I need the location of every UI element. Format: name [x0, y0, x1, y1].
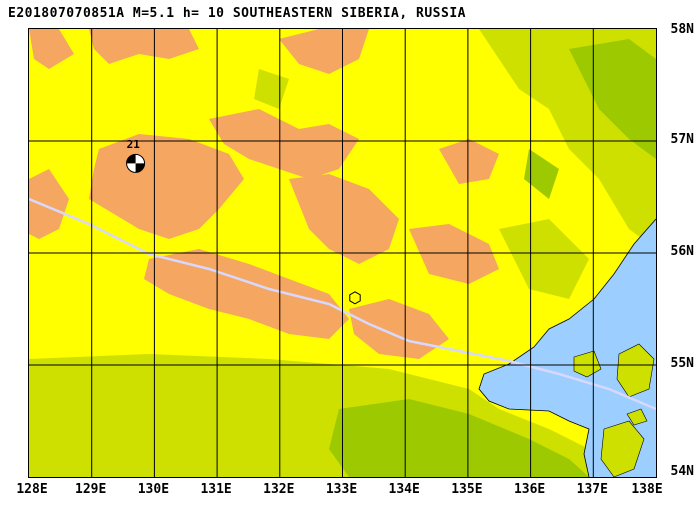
- map-title: E201807070851A M=5.1 h= 10 SOUTHEASTERN …: [8, 6, 466, 21]
- latitude-tick-label: 57N: [670, 132, 694, 147]
- longitude-tick-label: 135E: [451, 482, 483, 497]
- longitude-tick-label: 129E: [75, 482, 107, 497]
- longitude-tick-label: 132E: [263, 482, 295, 497]
- longitude-tick-label: 131E: [200, 482, 232, 497]
- river-valley-areas: [329, 39, 656, 477]
- sea-of-okhotsk: [479, 219, 656, 477]
- shantar-islands: [573, 343, 655, 477]
- relief-map[interactable]: [28, 28, 657, 478]
- beachball-compressional-quadrant: [135, 163, 145, 173]
- longitude-tick-label: 137E: [576, 482, 608, 497]
- longitude-tick-label: 138E: [631, 482, 663, 497]
- latitude-tick-label: 54N: [670, 464, 694, 479]
- latitude-tick-label: 55N: [670, 356, 694, 371]
- latitude-tick-label: 58N: [670, 22, 694, 37]
- longitude-tick-label: 128E: [16, 482, 48, 497]
- lat-lon-grid: [29, 29, 656, 477]
- longitude-tick-label: 134E: [388, 482, 420, 497]
- coastline: [478, 218, 656, 477]
- relief-map-canvas: [29, 29, 656, 477]
- event-number-label: 21: [126, 138, 140, 152]
- longitude-tick-label: 133E: [325, 482, 358, 497]
- longitude-tick-label: 130E: [137, 482, 170, 497]
- focal-mechanism-beachball-icon[interactable]: [126, 153, 146, 173]
- latitude-tick-label: 56N: [670, 244, 694, 259]
- beachball-compressional-quadrant: [126, 154, 136, 164]
- railway-route-line: [29, 197, 656, 411]
- longitude-tick-label: 136E: [513, 482, 546, 497]
- hexagon-station-icon[interactable]: [349, 291, 361, 305]
